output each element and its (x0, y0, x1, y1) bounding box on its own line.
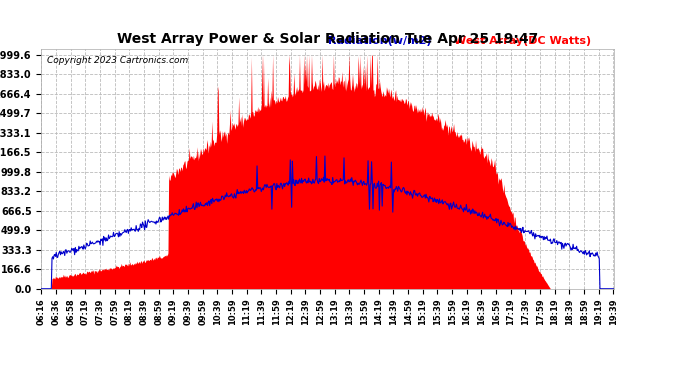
Text: West Array(DC Watts): West Array(DC Watts) (454, 36, 591, 46)
Title: West Array Power & Solar Radiation Tue Apr 25 19:47: West Array Power & Solar Radiation Tue A… (117, 32, 538, 46)
Text: Copyright 2023 Cartronics.com: Copyright 2023 Cartronics.com (47, 56, 188, 65)
Text: Radiation(w/m2): Radiation(w/m2) (328, 36, 431, 46)
